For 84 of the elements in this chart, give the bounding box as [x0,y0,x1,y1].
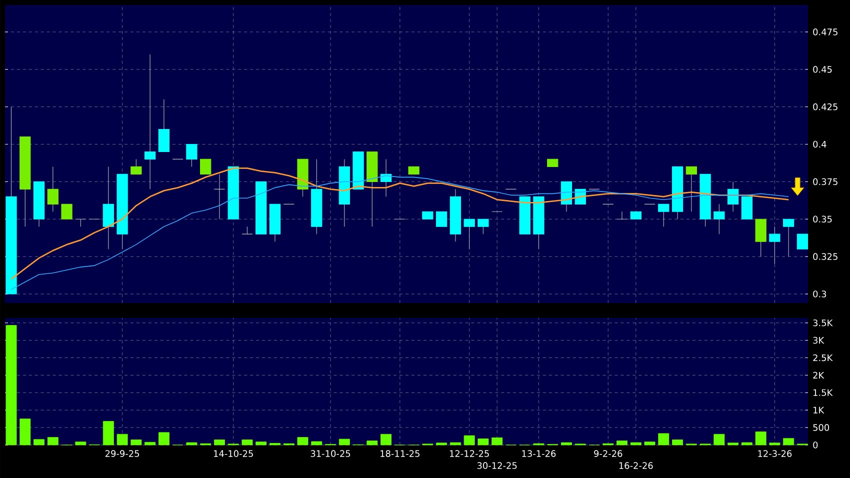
candlestick [214,174,226,220]
bar [561,442,572,446]
candlestick [464,218,475,250]
bar [338,438,350,446]
bar [769,442,780,446]
x-tick-label: 12-12-25 [450,450,489,457]
bar [616,440,628,446]
y-tick-label: 2.5K [813,354,833,362]
y-tick-label: 0.4 [813,140,826,148]
y-tick-label: 0 [813,442,818,448]
bar [256,442,267,446]
candlestick [158,99,170,152]
x-tick-label: 16-2-26 [619,462,653,469]
x-tick-label: 31-10-25 [310,450,350,457]
y-tick-label: 1.5K [814,389,833,396]
bar [34,439,44,446]
candlestick [616,211,628,220]
bar [242,440,253,446]
y-tick-label: 0.375 [813,178,838,186]
x-tick-label: 29-9-25 [105,450,140,457]
bar [311,441,322,446]
bar [380,434,392,446]
candlestick [436,211,448,227]
bar [20,418,31,446]
bar [478,438,489,446]
candlestick [783,218,794,257]
bar [644,442,656,446]
bar [116,434,128,446]
candlestick [47,166,58,212]
candlestick [755,218,766,257]
y-tick-label: 0.325 [813,253,838,260]
bar [464,435,475,446]
x-tick-label: 9-2-26 [594,450,622,457]
bar [366,440,378,446]
bar [75,442,86,446]
bar [755,432,766,446]
candlestick [200,158,212,174]
bar [741,442,752,446]
y-tick-label: 0.3 [813,290,826,298]
bar [672,440,684,446]
bar [102,421,114,446]
bar [714,434,725,446]
candlestick [741,196,753,220]
candlestick [560,181,572,212]
y-tick-label: 3.5K [813,319,833,326]
candlestick [796,234,808,250]
y-tick-label: 500 [813,424,830,431]
bar [130,440,142,446]
x-tick-label: 14-10-25 [214,450,253,457]
y-tick-label: 0.45 [813,66,832,73]
bar [783,438,794,446]
bar [658,433,670,446]
x-tick-label: 12-3-26 [758,450,792,457]
candlestick [714,204,725,234]
x-tick-label: 18-11-25 [380,450,420,457]
bar [158,432,170,446]
candlestick [658,204,670,227]
bar [728,442,739,446]
candlestick [478,218,489,234]
bar [297,437,308,446]
bar [144,442,156,446]
y-tick-label: 0.425 [813,103,838,110]
bar [47,437,58,446]
bar [450,442,461,446]
candlestick [186,144,198,168]
bar [630,442,642,446]
bar [6,325,17,446]
bar [436,442,448,446]
x-tick-label: 30-12-25 [477,462,517,469]
bar [492,437,503,446]
y-tick-label: 0.475 [813,28,838,36]
candlestick [102,166,114,250]
bar [186,442,198,446]
candlestick [61,204,72,220]
y-tick-label: 3K [813,336,824,344]
x-tick-label: 13-1-26 [522,450,556,457]
y-tick-label: 2K [813,372,824,379]
candlestick [769,226,780,264]
candlestick [686,166,697,212]
candlestick [130,158,142,174]
y-tick-label: 1K [814,406,824,414]
y-tick-label: 0.35 [813,216,832,223]
bar [214,440,225,446]
candlestick [144,54,156,190]
